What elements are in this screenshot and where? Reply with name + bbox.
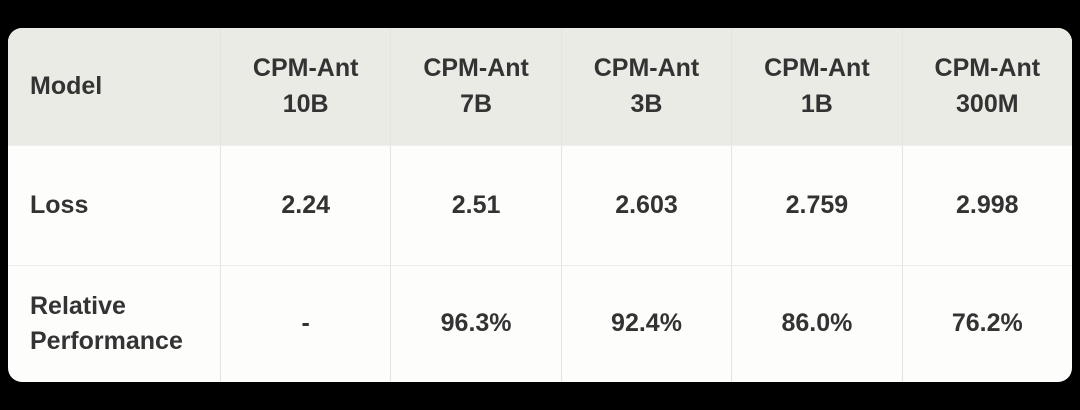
header-cell-cpm-ant-3b: CPM-Ant 3B <box>560 28 731 145</box>
loss-value-300m: 2.998 <box>901 146 1072 265</box>
model-comparison-table: Model CPM-Ant 10B CPM-Ant 7B CPM-Ant 3B … <box>8 28 1072 382</box>
table-header-row: Model CPM-Ant 10B CPM-Ant 7B CPM-Ant 3B … <box>8 28 1072 145</box>
header-cell-cpm-ant-10b: CPM-Ant 10B <box>220 28 390 145</box>
header-cell-model: Model <box>8 28 220 145</box>
header-line1: CPM-Ant <box>252 54 359 82</box>
relperf-value-1b: 86.0% <box>731 266 901 382</box>
table-row-loss: Loss 2.24 2.51 2.603 2.759 2.998 <box>8 145 1072 265</box>
row-label-relative-performance: Relative Performance <box>30 291 183 356</box>
header-cell-cpm-ant-1b: CPM-Ant 1B <box>731 28 901 145</box>
header-cell-cpm-ant-300m: CPM-Ant 300M <box>901 28 1072 145</box>
loss-value-10b: 2.24 <box>220 146 390 265</box>
table-row-relative-performance: Relative Performance - 96.3% 92.4% 86.0%… <box>8 265 1072 382</box>
loss-value-7b: 2.51 <box>390 146 560 265</box>
header-cell-cpm-ant-7b: CPM-Ant 7B <box>390 28 560 145</box>
loss-value-1b: 2.759 <box>731 146 901 265</box>
header-model-label: Model <box>30 71 103 100</box>
header-line1: CPM-Ant <box>423 54 529 82</box>
header-line2: 7B <box>460 89 493 118</box>
header-line2: 10B <box>282 89 329 118</box>
header-line1: CPM-Ant <box>934 54 1041 82</box>
header-line1: CPM-Ant <box>764 54 870 82</box>
header-line2: 3B <box>630 89 663 118</box>
header-line1: CPM-Ant <box>593 54 700 82</box>
relperf-value-300m: 76.2% <box>901 266 1072 382</box>
row-label-loss: Loss <box>30 190 89 219</box>
relperf-value-10b: - <box>220 266 390 382</box>
header-line2: 1B <box>800 89 833 118</box>
relperf-value-7b: 96.3% <box>390 266 560 382</box>
loss-value-3b: 2.603 <box>560 146 731 265</box>
relperf-value-3b: 92.4% <box>560 266 731 382</box>
header-line2: 300M <box>956 89 1019 118</box>
